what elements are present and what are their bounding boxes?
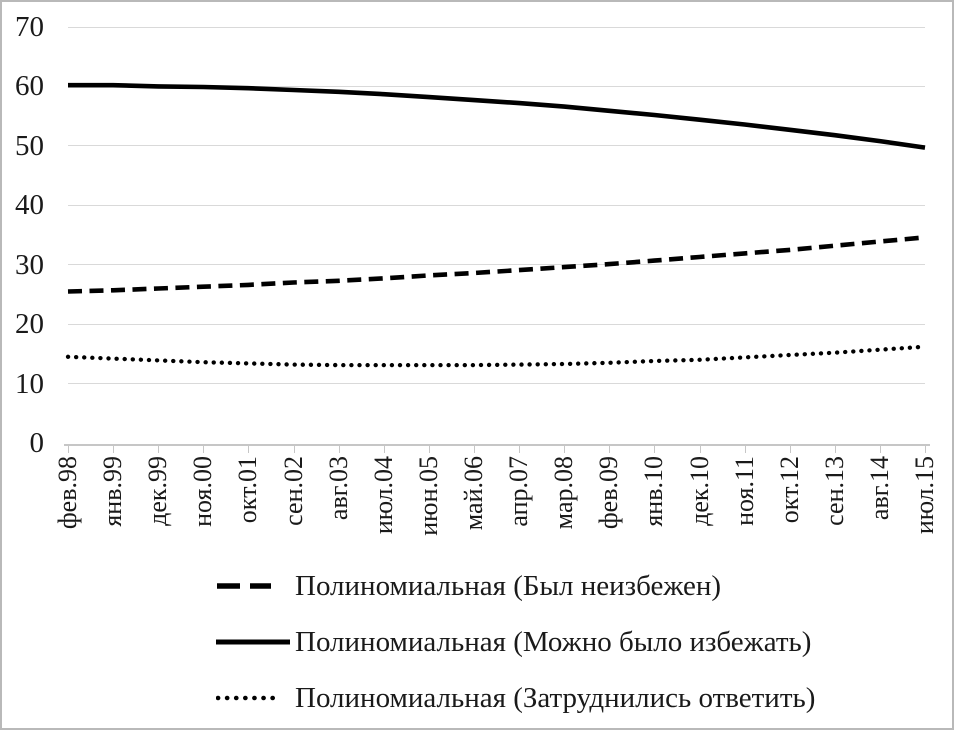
x-axis-tick (248, 446, 250, 453)
x-axis-tick (834, 446, 836, 453)
x-axis-tick (113, 446, 115, 453)
x-axis-tick (519, 446, 521, 453)
y-gridline (68, 204, 925, 206)
x-axis-tick (925, 446, 926, 453)
legend-item-solid: Полиномиальная (Можно было избежать) (216, 614, 815, 670)
legend-label: Полиномиальная (Затруднились ответить) (295, 681, 816, 714)
y-gridline (68, 85, 925, 87)
x-axis-tick (654, 446, 656, 453)
legend-label: Полиномиальная (Был неизбежен) (295, 569, 722, 602)
legend-item-dotted: Полиномиальная (Затруднились ответить) (216, 670, 815, 726)
y-axis-label: 20 (15, 308, 44, 341)
x-axis-tick (473, 446, 475, 453)
series-line-dotted (65, 344, 928, 368)
series-line-dashed (67, 235, 926, 294)
dashed-line-icon (216, 580, 295, 592)
y-gridline (68, 145, 925, 147)
legend-label: Полиномиальная (Можно было избежать) (295, 625, 812, 658)
x-axis-line (64, 444, 930, 446)
y-axis-label: 40 (15, 189, 44, 222)
y-axis-label: 70 (15, 11, 44, 43)
x-axis-tick (879, 446, 881, 453)
x-axis-tick (158, 446, 160, 453)
solid-line-icon (216, 636, 295, 648)
y-axis-label: 0 (29, 427, 45, 459)
dotted-line-icon (216, 692, 295, 704)
x-axis-tick (203, 446, 205, 453)
x-axis-tick (293, 446, 295, 453)
x-axis-tick (428, 446, 430, 453)
x-axis-tick (789, 446, 791, 453)
x-axis-tick (699, 446, 701, 453)
x-axis-tick (338, 446, 340, 453)
x-axis-tick (383, 446, 385, 453)
y-axis-label: 30 (15, 248, 44, 281)
legend-item-dashed: Полиномиальная (Был неизбежен) (216, 558, 815, 614)
x-axis-tick (68, 446, 69, 453)
legend: Полиномиальная (Был неизбежен) Полиномиа… (216, 558, 815, 726)
y-gridline (68, 26, 925, 28)
series-line-solid (68, 82, 926, 150)
y-gridline (68, 264, 925, 266)
y-axis-label: 10 (15, 367, 44, 400)
x-axis-tick (564, 446, 566, 453)
y-axis-label: 50 (15, 129, 44, 162)
y-gridline (68, 383, 925, 385)
y-gridline (68, 323, 925, 325)
x-axis-tick (744, 446, 746, 453)
y-axis-label: 60 (15, 70, 44, 103)
x-axis-tick (609, 446, 611, 453)
